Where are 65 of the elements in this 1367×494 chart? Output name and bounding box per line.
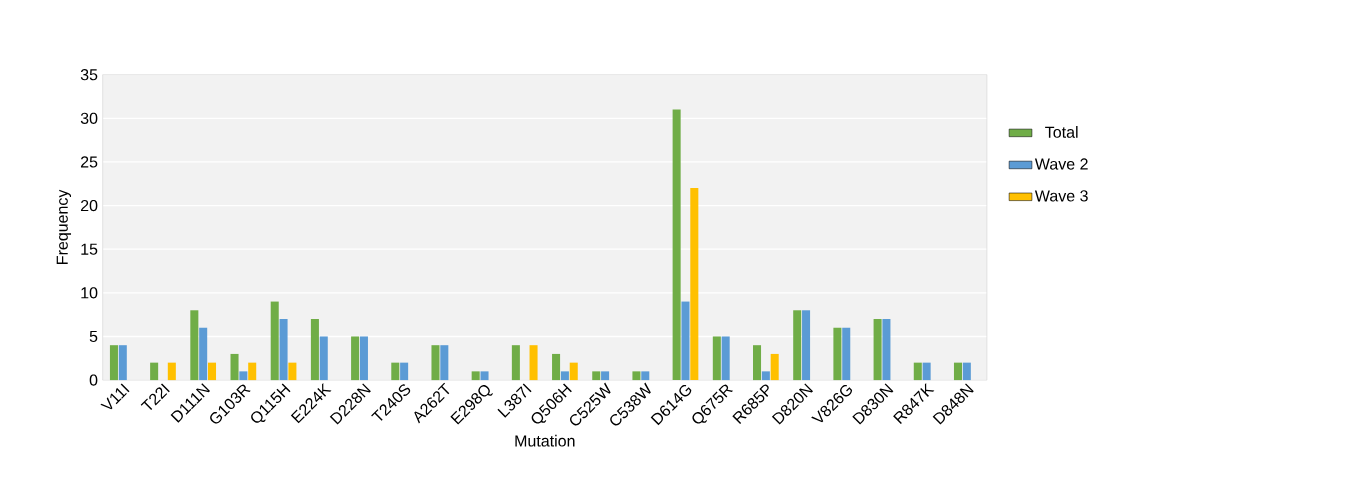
bar — [560, 371, 569, 381]
legend-label: Wave 3 — [1034, 190, 1088, 202]
x-axis-title: Mutation — [515, 434, 575, 447]
bar — [632, 371, 641, 381]
bar — [793, 310, 802, 381]
bar — [230, 353, 239, 381]
bar — [190, 310, 199, 381]
bar — [953, 362, 962, 381]
y-tick-label: 15 — [81, 243, 98, 255]
bar — [962, 362, 971, 381]
bar — [802, 310, 811, 381]
bar — [248, 362, 257, 381]
bar — [310, 318, 319, 381]
bar — [118, 345, 127, 381]
bar — [279, 318, 288, 381]
bar — [288, 362, 297, 381]
bar — [770, 353, 779, 381]
legend-label: Wave 2 — [1034, 158, 1088, 170]
x-tick-label: T22I — [140, 383, 170, 410]
legend-label: Total — [1045, 126, 1078, 138]
bar — [690, 188, 699, 381]
bar — [270, 301, 279, 381]
y-tick-label: 35 — [80, 68, 98, 81]
bar — [712, 336, 721, 381]
y-tick-label: 5 — [89, 330, 98, 342]
bar — [150, 362, 159, 381]
bar — [922, 362, 931, 381]
bar — [833, 327, 842, 381]
bar — [592, 371, 601, 381]
bar — [511, 345, 520, 381]
bar — [753, 345, 762, 381]
bar — [480, 371, 489, 381]
y-tick-label: 20 — [80, 199, 98, 212]
x-tick-label: V11I — [100, 383, 130, 410]
bar — [761, 371, 770, 381]
bar — [319, 336, 328, 381]
y-axis-title: Frequency — [56, 189, 72, 264]
bar — [239, 371, 248, 381]
bar — [681, 301, 690, 381]
bar — [440, 345, 449, 381]
bar — [721, 336, 730, 381]
bar — [842, 327, 851, 381]
bar — [873, 318, 882, 381]
bar — [552, 353, 561, 381]
bar — [882, 318, 891, 381]
bar — [569, 362, 578, 381]
bar — [359, 336, 368, 381]
bar — [913, 362, 922, 381]
bar — [431, 345, 440, 381]
bar — [109, 345, 118, 381]
bar — [400, 362, 409, 381]
bar — [471, 371, 480, 381]
bar — [391, 362, 400, 381]
y-tick-label: 25 — [80, 156, 98, 168]
bar — [641, 371, 650, 381]
y-tick-label: 30 — [80, 112, 98, 124]
bar — [601, 371, 610, 381]
bar — [529, 345, 538, 381]
bar — [167, 362, 176, 381]
bar — [208, 362, 217, 381]
bar — [351, 336, 360, 381]
y-tick-label: 0 — [89, 374, 98, 386]
bar — [672, 109, 681, 381]
y-tick-label: 10 — [81, 287, 98, 299]
bar — [199, 327, 208, 381]
